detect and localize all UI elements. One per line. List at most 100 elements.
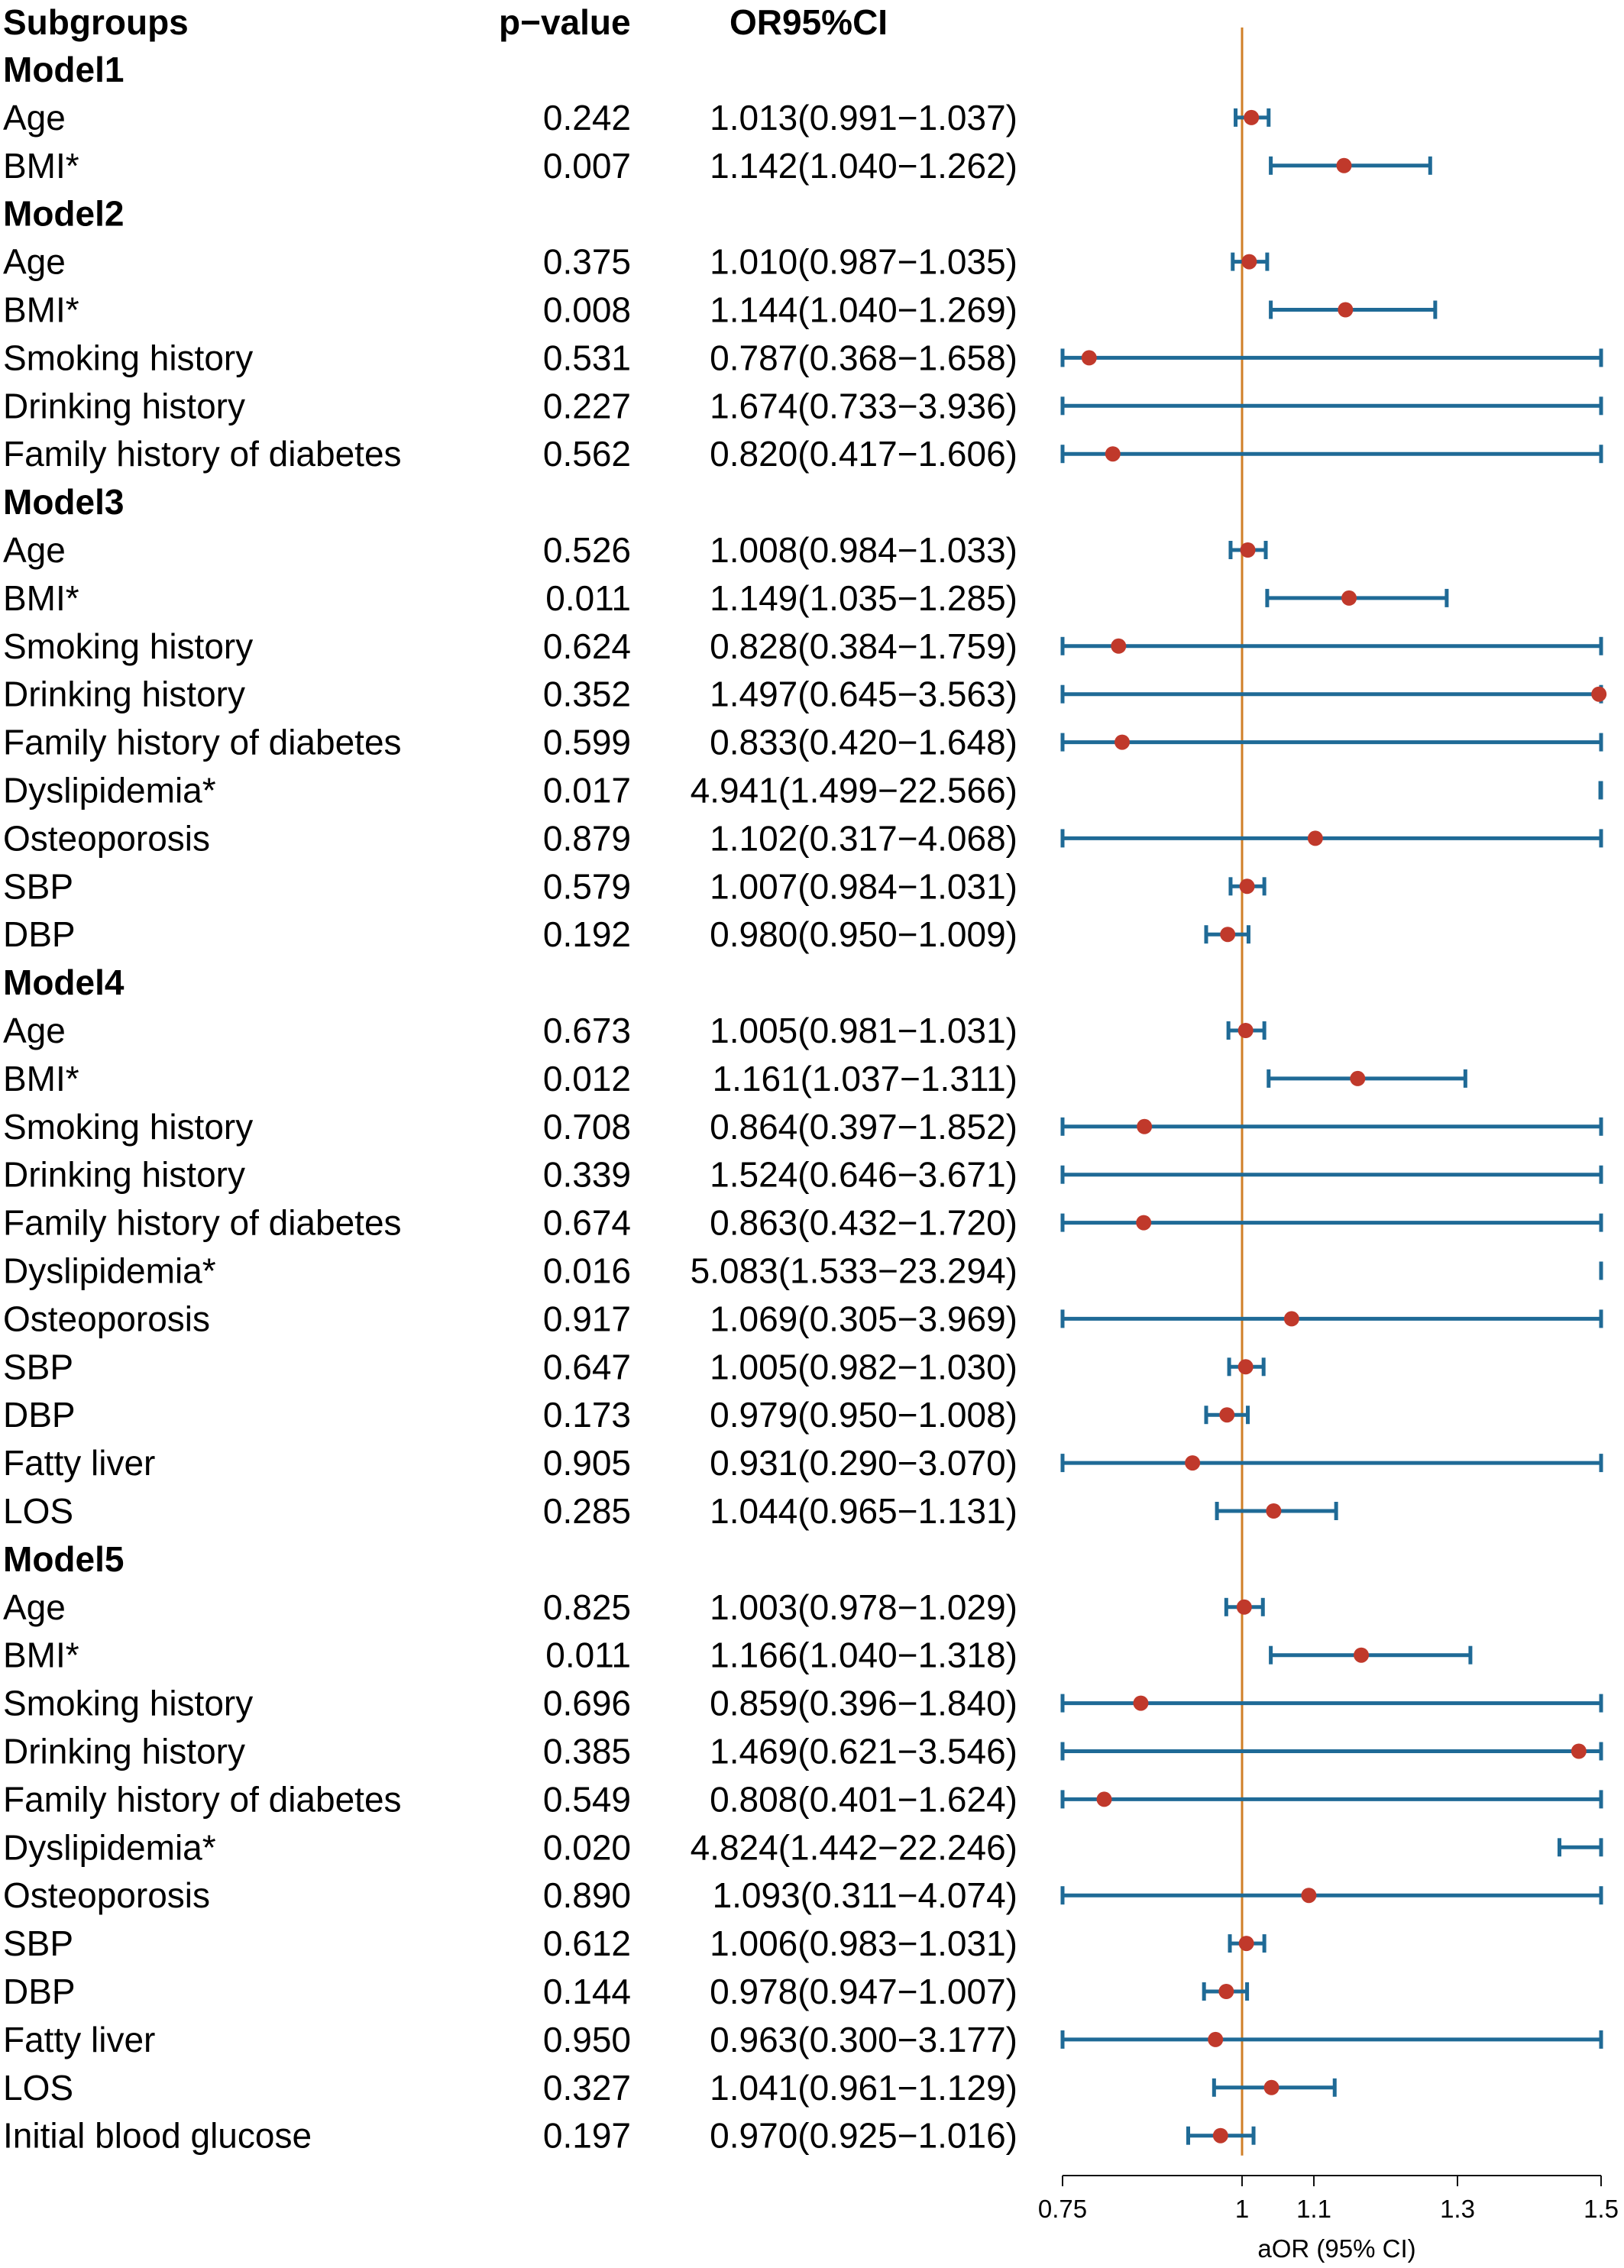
row-or-ci: 1.044(0.965−1.131): [710, 1491, 1017, 1531]
forest-row: Drinking history 0.352 1.497(0.645−3.563): [3, 675, 1607, 714]
row-label: Age: [3, 1011, 66, 1050]
row-pvalue: 0.917: [543, 1299, 631, 1338]
forest-row: Age 0.825 1.003(0.978−1.029): [3, 1587, 1265, 1627]
x-axis: aOR (95% CI) 0.75 1 1.1 1.3 1.5: [1038, 2175, 1619, 2263]
forest-row: SBP 0.579 1.007(0.984−1.031): [3, 866, 1267, 906]
row-label: LOS: [3, 2068, 73, 2108]
row-label: DBP: [3, 1395, 76, 1435]
forest-row: Smoking history 0.624 0.828(0.384−1.759): [3, 626, 1603, 666]
row-label: Osteoporosis: [3, 1299, 210, 1338]
row-label: DBP: [3, 1972, 76, 2011]
point-estimate: [1238, 1936, 1254, 1952]
row-or-ci: 1.003(0.978−1.029): [710, 1587, 1017, 1627]
row-or-ci: 0.980(0.950−1.009): [710, 914, 1017, 954]
row-label: Osteoporosis: [3, 818, 210, 858]
row-label: Drinking history: [3, 1155, 245, 1195]
row-or-ci: 1.497(0.645−3.563): [710, 675, 1017, 714]
row-or-ci: 5.083(1.533−23.294): [691, 1251, 1017, 1291]
row-label: Family history of diabetes: [3, 1203, 402, 1243]
point-estimate: [1354, 1647, 1370, 1663]
forest-row: Drinking history 0.385 1.469(0.621−3.546): [3, 1732, 1603, 1771]
row-label: Dyslipidemia*: [3, 1251, 216, 1291]
row-label: Family history of diabetes: [3, 434, 402, 474]
x-tick-label: 1.5: [1584, 2195, 1619, 2223]
point-estimate: [1220, 927, 1236, 943]
row-pvalue: 0.531: [543, 338, 631, 377]
row-or-ci: 1.006(0.983−1.031): [710, 1923, 1017, 1963]
row-or-ci: 1.005(0.982−1.030): [710, 1347, 1017, 1386]
row-pvalue: 0.339: [543, 1155, 631, 1195]
row-label: Dyslipidemia*: [3, 1827, 216, 1867]
row-pvalue: 0.173: [543, 1395, 631, 1435]
row-pvalue: 0.599: [543, 723, 631, 762]
forest-row: BMI* 0.007 1.142(1.040−1.262): [3, 146, 1432, 186]
point-estimate: [1105, 446, 1121, 462]
row-pvalue: 0.008: [543, 290, 631, 330]
row-label: BMI*: [3, 578, 79, 618]
row-pvalue: 0.227: [543, 386, 631, 425]
row-or-ci: 1.469(0.621−3.546): [710, 1732, 1017, 1771]
row-or-ci: 0.864(0.397−1.852): [710, 1107, 1017, 1147]
forest-row: Dyslipidemia* 0.020 4.824(1.442−22.246): [3, 1827, 1603, 1867]
row-label: BMI*: [3, 1059, 79, 1098]
row-or-ci: 1.166(1.040−1.318): [710, 1635, 1017, 1675]
forest-row: Smoking history 0.531 0.787(0.368−1.658): [3, 338, 1603, 377]
forest-row: Age 0.375 1.010(0.987−1.035): [3, 242, 1270, 282]
x-tick-label: 1: [1235, 2195, 1249, 2223]
forest-row: BMI* 0.008 1.144(1.040−1.269): [3, 290, 1438, 330]
row-pvalue: 0.385: [543, 1732, 631, 1771]
row-label: Fatty liver: [3, 1443, 155, 1483]
point-estimate: [1219, 1407, 1235, 1423]
point-estimate: [1283, 1311, 1299, 1327]
row-label: Age: [3, 530, 66, 570]
row-label: BMI*: [3, 146, 79, 186]
point-estimate: [1350, 1070, 1366, 1086]
forest-row: Fatty liver 0.950 0.963(0.300−3.177): [3, 2020, 1603, 2059]
row-or-ci: 1.007(0.984−1.031): [710, 866, 1017, 906]
point-estimate: [1237, 1359, 1254, 1375]
row-or-ci: 0.863(0.432−1.720): [710, 1203, 1017, 1243]
forest-row: Osteoporosis 0.917 1.069(0.305−3.969): [3, 1299, 1603, 1338]
point-estimate: [1185, 1455, 1201, 1471]
forest-row: Dyslipidemia* 0.017 4.941(1.499−22.566): [3, 771, 1603, 810]
forest-row: Family history of diabetes 0.562 0.820(0.4…: [3, 434, 1603, 474]
forest-row: Initial blood glucose 0.197 0.970(0.925−1.…: [3, 2116, 1256, 2156]
point-estimate: [1137, 1118, 1153, 1134]
row-label: SBP: [3, 1347, 73, 1386]
row-pvalue: 0.950: [543, 2020, 631, 2059]
row-or-ci: 0.859(0.396−1.840): [710, 1684, 1017, 1723]
point-estimate: [1081, 350, 1097, 366]
x-tick-label: 1.1: [1296, 2195, 1331, 2223]
row-or-ci: 1.102(0.317−4.068): [710, 818, 1017, 858]
row-pvalue: 0.579: [543, 866, 631, 906]
forest-row: Smoking history 0.696 0.859(0.396−1.840): [3, 1684, 1603, 1723]
model-heading: Model5: [3, 1539, 124, 1579]
forest-row: SBP 0.612 1.006(0.983−1.031): [3, 1923, 1267, 1963]
row-pvalue: 0.016: [543, 1251, 631, 1291]
row-pvalue: 0.696: [543, 1684, 631, 1723]
point-estimate: [1236, 1599, 1252, 1615]
row-label: Smoking history: [3, 338, 253, 377]
row-pvalue: 0.011: [545, 1635, 631, 1675]
row-or-ci: 0.828(0.384−1.759): [710, 626, 1017, 666]
point-estimate: [1336, 157, 1352, 173]
row-or-ci: 0.931(0.290−3.070): [710, 1443, 1017, 1483]
row-pvalue: 0.825: [543, 1587, 631, 1627]
row-or-ci: 0.970(0.925−1.016): [710, 2116, 1017, 2156]
point-estimate: [1111, 638, 1127, 654]
row-label: Age: [3, 98, 66, 138]
row-pvalue: 0.197: [543, 2116, 631, 2156]
model-heading: Model3: [3, 482, 124, 522]
row-label: Smoking history: [3, 1684, 253, 1723]
row-pvalue: 0.624: [543, 626, 631, 666]
point-estimate: [1212, 2127, 1228, 2143]
row-label: SBP: [3, 1923, 73, 1963]
forest-row: Family history of diabetes 0.599 0.833(0.4…: [3, 723, 1603, 762]
point-estimate: [1114, 734, 1131, 750]
row-or-ci: 0.978(0.947−1.007): [710, 1972, 1017, 2011]
forest-row: DBP 0.173 0.979(0.950−1.008): [3, 1395, 1250, 1435]
row-label: Age: [3, 242, 66, 282]
model-heading: Model2: [3, 194, 124, 234]
row-pvalue: 0.007: [543, 146, 631, 186]
